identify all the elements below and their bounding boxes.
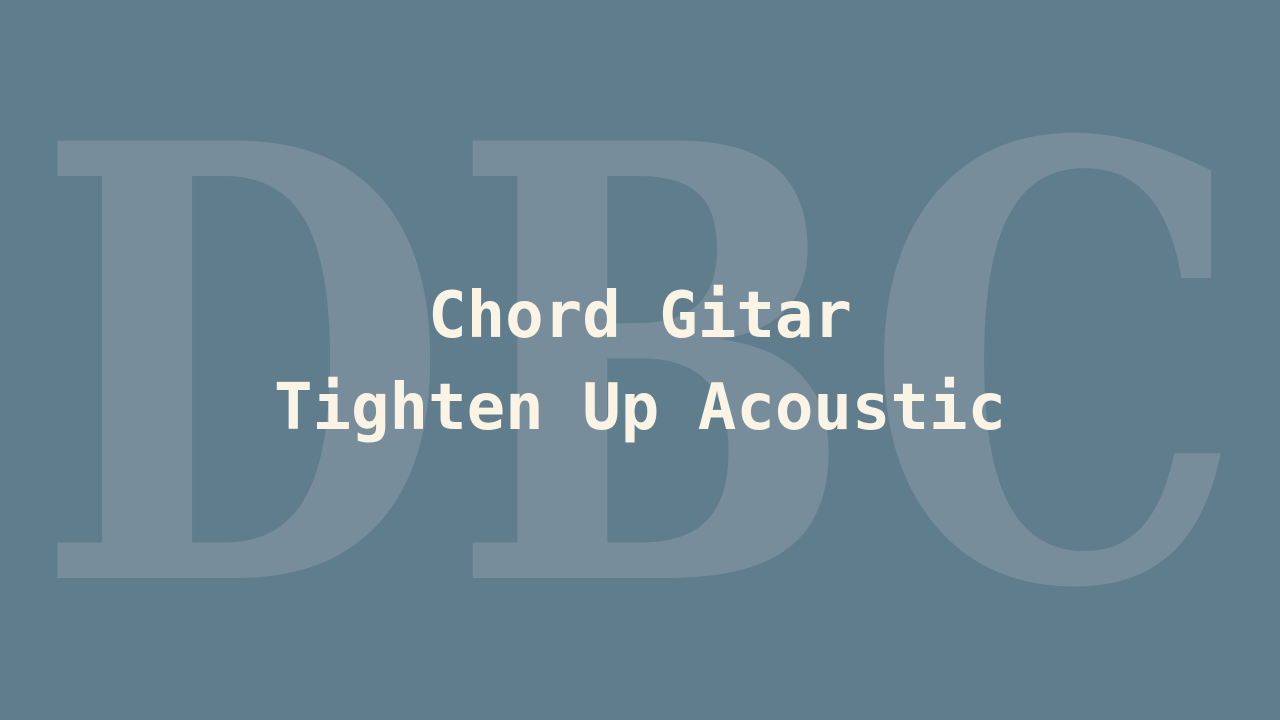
page-title: Chord Gitar Tighten Up Acoustic [0,270,1280,454]
title-line-2: Tighten Up Acoustic [273,371,1007,445]
title-line-1: Chord Gitar [428,279,852,353]
watermark-text: DBC [35,15,1245,720]
